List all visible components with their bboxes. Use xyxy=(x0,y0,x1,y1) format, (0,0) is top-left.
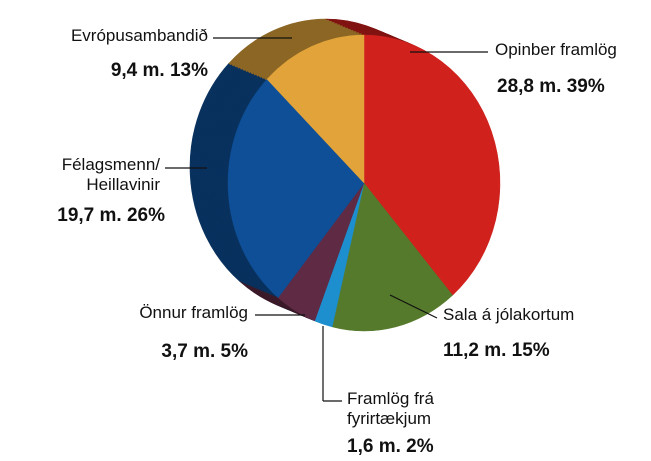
slice xyxy=(266,34,365,184)
value-label: 9,4 m. 13% xyxy=(110,60,208,81)
value-label: 28,8 m. 39% xyxy=(497,76,605,97)
value-label: 19,7 m. 26% xyxy=(57,205,165,226)
slice-label: Sala á jólakortum xyxy=(443,305,575,324)
value-label: 1,6 m. 2% xyxy=(347,436,434,457)
value-label: 11,2 m. 15% xyxy=(443,340,550,361)
slice xyxy=(227,78,365,299)
leader-line xyxy=(389,294,438,319)
value-label: 3,7 m. 5% xyxy=(161,341,248,362)
slice-label: Opinber framlög xyxy=(495,40,617,59)
slice xyxy=(363,34,501,296)
slice xyxy=(331,182,453,332)
slice-label: Félagsmenn/ Heillavinir xyxy=(61,155,160,194)
slice-label: Framlög frá fyrirtækjum xyxy=(347,389,434,428)
slice-label: Önnur framlög xyxy=(139,303,248,322)
slice-label: Evrópusambandið xyxy=(70,26,208,45)
